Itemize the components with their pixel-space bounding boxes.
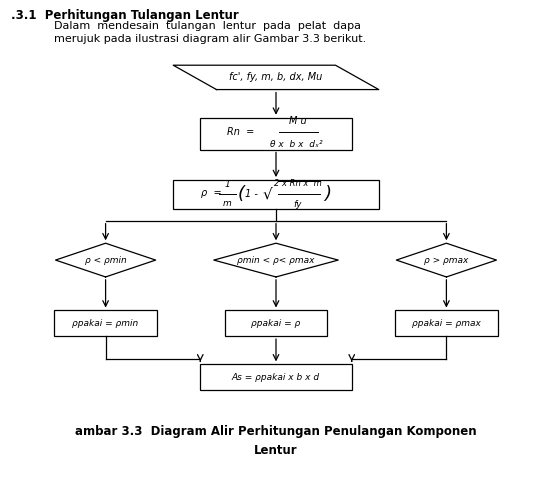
Text: Rn  =: Rn = xyxy=(227,127,254,137)
Text: fy: fy xyxy=(294,200,302,209)
Polygon shape xyxy=(173,65,379,89)
Text: ): ) xyxy=(324,185,331,203)
Text: M u: M u xyxy=(289,116,306,126)
Polygon shape xyxy=(56,243,156,277)
Text: ρ > ρmax: ρ > ρmax xyxy=(424,256,469,265)
Text: ρmin < ρ< ρmax: ρmin < ρ< ρmax xyxy=(237,256,315,265)
Bar xyxy=(200,364,352,390)
Text: 2 x Rn x  m: 2 x Rn x m xyxy=(274,179,321,188)
Bar xyxy=(225,310,327,336)
Text: (: ( xyxy=(237,185,245,203)
Text: ρ < ρmin: ρ < ρmin xyxy=(84,256,126,265)
Polygon shape xyxy=(214,243,338,277)
Text: 1: 1 xyxy=(225,180,230,189)
Text: m: m xyxy=(223,199,232,208)
Text: θ x  b x  dₓ²: θ x b x dₓ² xyxy=(270,140,323,149)
Text: √: √ xyxy=(263,186,273,202)
Text: fc', fy, m, b, dx, Mu: fc', fy, m, b, dx, Mu xyxy=(230,72,322,82)
Text: ambar 3.3  Diagram Alir Perhitungan Penulangan Komponen: ambar 3.3 Diagram Alir Perhitungan Penul… xyxy=(75,424,477,437)
Text: 1 -: 1 - xyxy=(245,189,258,199)
Text: ρpakai = ρmax: ρpakai = ρmax xyxy=(412,319,481,328)
Bar xyxy=(200,118,352,150)
Text: ρpakai = ρmin: ρpakai = ρmin xyxy=(72,319,139,328)
Text: ρpakai = ρ: ρpakai = ρ xyxy=(251,319,301,328)
Text: merujuk pada ilustrasi diagram alir Gambar 3.3 berikut.: merujuk pada ilustrasi diagram alir Gamb… xyxy=(54,34,367,44)
Text: .3.1  Perhitungan Tulangan Lentur: .3.1 Perhitungan Tulangan Lentur xyxy=(11,10,238,22)
Bar xyxy=(54,310,157,336)
Bar xyxy=(395,310,498,336)
Text: As = ρpakai x b x d: As = ρpakai x b x d xyxy=(232,373,320,382)
Bar xyxy=(173,180,379,209)
Polygon shape xyxy=(396,243,496,277)
Text: Lentur: Lentur xyxy=(254,444,298,457)
Text: ρ  =: ρ = xyxy=(201,188,222,197)
Text: Dalam  mendesain  tulangan  lentur  pada  pelat  dapa: Dalam mendesain tulangan lentur pada pel… xyxy=(54,21,361,31)
